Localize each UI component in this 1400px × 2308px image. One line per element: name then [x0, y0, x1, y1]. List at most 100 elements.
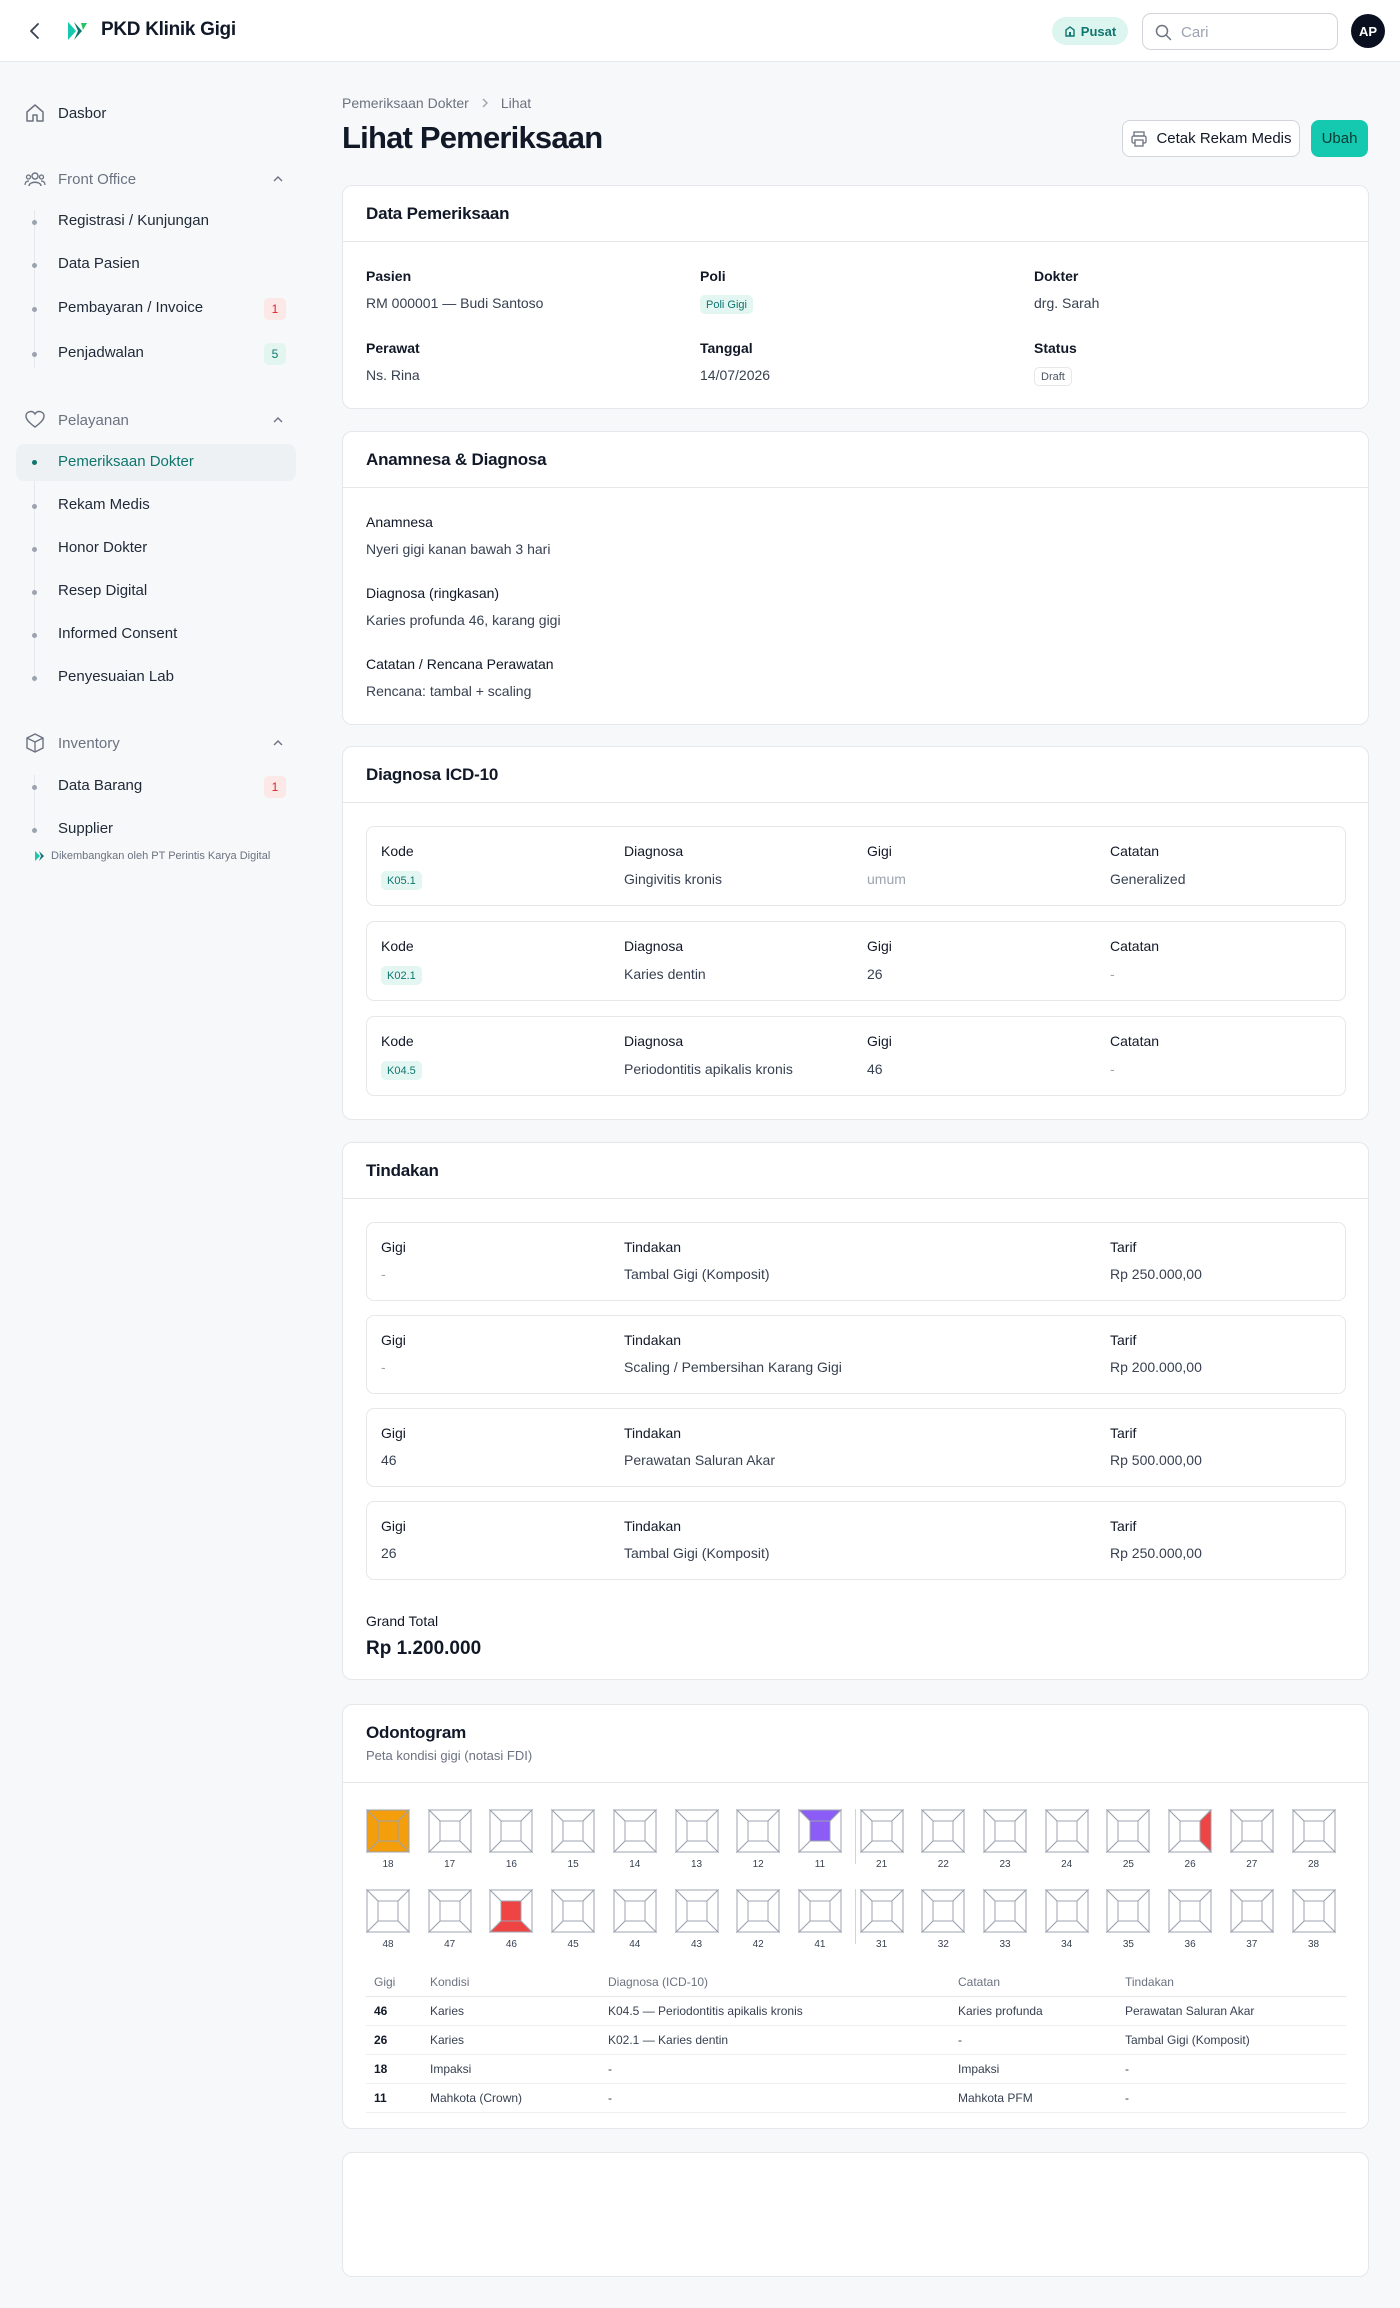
diagnosis-cell: K02.1 — Karies dentin	[600, 2025, 950, 2055]
sidebar-item-informed-consent[interactable]: Informed Consent	[58, 625, 178, 642]
card-header: Odontogram Peta kondisi gigi (notasi FDI…	[343, 1705, 1368, 1783]
tooth-42[interactable]	[736, 1889, 781, 1933]
procedure-cell: -	[1117, 2054, 1346, 2084]
tooth-cell: 18	[366, 2054, 422, 2084]
tooth-24[interactable]	[1044, 1809, 1089, 1853]
sidebar-item-registrasi[interactable]: Registrasi / Kunjungan	[58, 212, 209, 229]
price-value: Rp 250.000,00	[1110, 1266, 1202, 1282]
field-label: Pasien	[366, 268, 412, 284]
tooth-25[interactable]	[1106, 1809, 1151, 1853]
tooth-value: -	[381, 1359, 386, 1375]
tooth-11[interactable]	[797, 1809, 842, 1853]
print-button-label: Cetak Rekam Medis	[1156, 130, 1292, 147]
chevron-up-icon	[273, 176, 283, 182]
user-avatar[interactable]: AP	[1351, 14, 1385, 48]
tooth-32[interactable]	[921, 1889, 966, 1933]
column-header: Kondisi	[422, 1968, 600, 1997]
tooth-number: 23	[999, 1859, 1011, 1870]
field-label: Tarif	[1110, 1425, 1137, 1441]
field-label: Gigi	[381, 1425, 406, 1441]
note-cell: Mahkota PFM	[950, 2083, 1117, 2113]
sidebar-item-resep-digital[interactable]: Resep Digital	[58, 582, 148, 599]
top-bar: PKD Klinik Gigi Pusat AP	[0, 0, 1400, 62]
branch-badge[interactable]: Pusat	[1052, 17, 1128, 45]
odontogram-table: Gigi Kondisi Diagnosa (ICD-10) Catatan T…	[366, 1968, 1346, 2113]
tooth-13[interactable]	[674, 1809, 719, 1853]
search-box[interactable]	[1142, 13, 1338, 50]
tooth-33[interactable]	[983, 1889, 1027, 1933]
tooth-46[interactable]	[489, 1889, 534, 1933]
app-name[interactable]: PKD Klinik Gigi	[101, 19, 236, 40]
field-label: Catatan	[1110, 843, 1160, 859]
box-icon	[26, 733, 44, 753]
field-label: Diagnosa	[624, 938, 684, 954]
tooth-14[interactable]	[612, 1809, 657, 1853]
list-item: Kode K04.5 Diagnosa Periodontitis apikal…	[366, 1016, 1346, 1096]
edit-button[interactable]: Ubah	[1311, 120, 1368, 157]
tooth-17[interactable]	[427, 1809, 472, 1853]
sidebar-item-rekam-medis[interactable]: Rekam Medis	[58, 496, 150, 513]
tooth-27[interactable]	[1229, 1809, 1274, 1853]
field-label: Tarif	[1110, 1332, 1137, 1348]
procedure-value: Tambal Gigi (Komposit)	[624, 1266, 770, 1282]
procedure-cell: -	[1117, 2083, 1346, 2113]
tooth-36[interactable]	[1168, 1889, 1213, 1933]
sidebar-item-pembayaran[interactable]: Pembayaran / Invoice	[58, 299, 204, 316]
exam-data-card: Data Pemeriksaan Pasien RM 000001 — Budi…	[342, 185, 1369, 409]
tooth-26[interactable]	[1168, 1809, 1213, 1853]
card-title: Odontogram	[366, 1723, 466, 1742]
sidebar-item-data-pasien[interactable]: Data Pasien	[58, 255, 140, 272]
sidebar-group-inventory[interactable]: Inventory	[24, 726, 294, 760]
tooth-value: 26	[381, 1545, 397, 1561]
sidebar-item-honor-dokter[interactable]: Honor Dokter	[58, 539, 148, 556]
tooth-38[interactable]	[1291, 1889, 1336, 1933]
odontogram-card: Odontogram Peta kondisi gigi (notasi FDI…	[342, 1704, 1369, 2129]
tooth-28[interactable]	[1291, 1809, 1336, 1853]
breadcrumb-link[interactable]: Pemeriksaan Dokter	[342, 95, 469, 111]
app-logo-icon	[35, 851, 44, 861]
tooth-35[interactable]	[1106, 1889, 1151, 1933]
sidebar-item-data-barang[interactable]: Data Barang	[58, 777, 143, 794]
sidebar-item-supplier[interactable]: Supplier	[58, 820, 114, 837]
tooth-16[interactable]	[489, 1809, 534, 1853]
tooth-43[interactable]	[674, 1889, 719, 1933]
tooth-45[interactable]	[551, 1889, 596, 1933]
print-medical-record-button[interactable]: Cetak Rekam Medis	[1122, 120, 1300, 157]
sidebar-item-pemeriksaan-dokter[interactable]: Pemeriksaan Dokter	[58, 453, 194, 470]
diagnosis-value: Karies dentin	[624, 966, 706, 982]
home-icon	[26, 104, 44, 122]
tooth-44[interactable]	[612, 1889, 657, 1933]
tooth-31[interactable]	[859, 1889, 904, 1933]
sidebar-group-front-office[interactable]: Front Office	[24, 162, 294, 196]
tooth-number: 38	[1307, 1939, 1320, 1950]
tooth-15[interactable]	[551, 1809, 596, 1853]
tooth-12[interactable]	[736, 1809, 781, 1853]
breadcrumb: Pemeriksaan Dokter Lihat	[342, 95, 531, 111]
sidebar-group-pelayanan[interactable]: Pelayanan	[24, 403, 294, 437]
bullet-dot	[32, 547, 37, 552]
field-label: Tindakan	[624, 1518, 682, 1534]
field-label: Poli	[700, 268, 726, 284]
tooth-41[interactable]	[797, 1889, 842, 1933]
tooth-18[interactable]	[366, 1809, 410, 1853]
tooth-value: 46	[381, 1452, 397, 1468]
page-title: Lihat Pemeriksaan	[342, 120, 603, 155]
note-value: -	[1110, 1061, 1115, 1077]
developer-credit: Dikembangkan oleh PT Perintis Karya Digi…	[34, 850, 270, 862]
tooth-47[interactable]	[427, 1889, 472, 1933]
field-label: Kode	[381, 843, 414, 859]
field-label: Gigi	[867, 1033, 892, 1049]
tooth-48[interactable]	[366, 1889, 410, 1933]
back-arrow-icon[interactable]	[24, 20, 46, 42]
list-item: Kode K02.1 Diagnosa Karies dentin Gigi 2…	[366, 921, 1346, 1001]
sidebar-item-penjadwalan[interactable]: Penjadwalan	[58, 344, 144, 361]
sidebar-item-dasbor[interactable]: Dasbor	[24, 96, 294, 130]
tooth-34[interactable]	[1044, 1889, 1089, 1933]
tooth-number: 18	[382, 1859, 394, 1870]
tooth-37[interactable]	[1229, 1889, 1274, 1933]
tooth-23[interactable]	[983, 1809, 1027, 1853]
search-input[interactable]	[1181, 22, 1331, 42]
tooth-21[interactable]	[859, 1809, 904, 1853]
tooth-22[interactable]	[921, 1809, 966, 1853]
sidebar-item-penyesuaian-lab[interactable]: Penyesuaian Lab	[58, 668, 174, 685]
